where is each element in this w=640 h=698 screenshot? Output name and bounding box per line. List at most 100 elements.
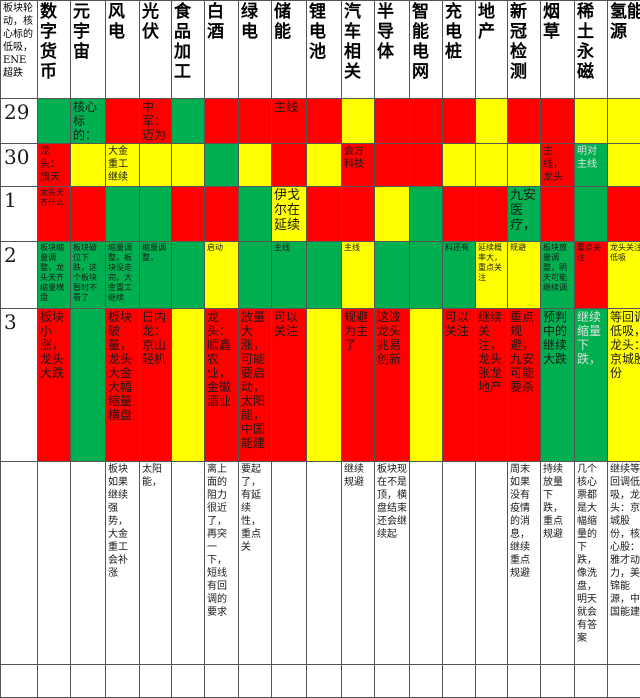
table-cell — [575, 665, 608, 698]
table-cell — [375, 144, 410, 187]
sector-header: 汽车相关 — [342, 1, 375, 99]
table-cell — [476, 187, 508, 242]
table-cell: 板块现在不是顶，横盘结束还会继续起 — [375, 462, 410, 665]
table-cell — [410, 144, 443, 187]
sector-header: 新冠检测 — [508, 1, 541, 99]
table-row: 29 核心标的： 中军：迈为 主线 — [1, 99, 640, 144]
table-cell — [205, 187, 239, 242]
table-cell — [608, 665, 640, 698]
table-cell: 继续规避 — [342, 462, 375, 665]
table-cell: 放量大涨，可能要启动，太阳能，中国能建 — [239, 309, 272, 462]
table-cell — [307, 462, 342, 665]
sector-header: 半导体 — [375, 1, 410, 99]
table-cell: 龙头：顺鑫农业，金徽酒业 — [205, 309, 239, 462]
sector-header: 风电 — [106, 1, 140, 99]
table-cell: 规避为主了 — [342, 309, 375, 462]
table-cell: 大金重工继续 — [106, 144, 140, 187]
table-cell: 主线 — [342, 242, 375, 309]
table-cell — [272, 144, 307, 187]
sector-header: 氢能源 — [608, 1, 640, 99]
table-cell — [172, 144, 205, 187]
table-cell: 这波龙头兆易创新 — [375, 309, 410, 462]
table-cell — [71, 665, 106, 698]
table-cell: 龙头天齐什么 — [38, 187, 71, 242]
table-cell — [307, 309, 342, 462]
table-cell — [342, 99, 375, 144]
table-cell — [410, 187, 443, 242]
table-cell — [443, 144, 476, 187]
table-cell — [342, 665, 375, 698]
table-cell: 重点规避，九安可能要杀 — [508, 309, 541, 462]
table-cell — [608, 187, 640, 242]
table-cell: 等回调低吸，龙头：京城股份 — [608, 309, 640, 462]
table-cell — [71, 187, 106, 242]
table-cell: 板块如果继续强势，大金重工会补涨 — [106, 462, 140, 665]
table-cell — [38, 99, 71, 144]
table-cell: 九安医疗， — [508, 187, 541, 242]
table-cell — [172, 242, 205, 309]
table-cell: 板块放量调整，明天可能继续调 — [541, 242, 575, 309]
table-cell — [307, 187, 342, 242]
table-cell: 主线 — [272, 242, 307, 309]
table-cell: 核心标的： — [71, 99, 106, 144]
row-date-label — [1, 462, 38, 665]
table-cell: 预判中的继续大跌 — [541, 309, 575, 462]
table-cell — [410, 242, 443, 309]
sector-header: 智能电网 — [410, 1, 443, 99]
table-cell: 继续关注，龙头张龙地产 — [476, 309, 508, 462]
sector-header: 元宇宙 — [71, 1, 106, 99]
table-cell: 板块破量，龙头大金大幅缩量横盘 — [106, 309, 140, 462]
table-row: 板块如果继续强势，大金重工会补涨太阳能， 离上面的阻力很近了，再突一下，短线有回调… — [1, 462, 640, 665]
table-cell — [38, 665, 71, 698]
table-cell — [476, 144, 508, 187]
table-cell — [71, 309, 106, 462]
table-cell — [239, 144, 272, 187]
table-cell: 离上面的阻力很近了，再突一下，短线有回调的要求 — [205, 462, 239, 665]
table-cell: 启动 — [205, 242, 239, 309]
row-date-label: 29 — [1, 99, 38, 144]
table-cell — [410, 309, 443, 462]
table-cell — [140, 665, 172, 698]
table-cell — [342, 187, 375, 242]
sector-header: 地产 — [476, 1, 508, 99]
table-cell — [205, 99, 239, 144]
sector-header: 白酒 — [205, 1, 239, 99]
table-cell — [307, 665, 342, 698]
table-cell: 中军：迈为 — [140, 99, 172, 144]
sector-header: 烟草 — [541, 1, 575, 99]
row-date-label: 3 — [1, 309, 38, 462]
table-cell: 规避 — [508, 242, 541, 309]
table-cell: 龙头：旗天 — [38, 144, 71, 187]
table-cell — [272, 462, 307, 665]
table-cell — [410, 462, 443, 665]
table-cell — [38, 462, 71, 665]
table-cell: 可以关注 — [272, 309, 307, 462]
table-cell — [307, 144, 342, 187]
table-cell: 龙头关注低吸 — [608, 242, 640, 309]
table-cell: 会方科技 — [342, 144, 375, 187]
table-cell — [272, 665, 307, 698]
table-cell — [140, 187, 172, 242]
table-cell — [541, 187, 575, 242]
table-cell: 延续概率大，重点关注 — [476, 242, 508, 309]
table-cell: 主线 — [272, 99, 307, 144]
sector-header: 充电桩 — [443, 1, 476, 99]
sector-header: 绿电 — [239, 1, 272, 99]
table-cell — [508, 99, 541, 144]
table-cell — [140, 144, 172, 187]
table-cell: 继续缩量下跌， — [575, 309, 608, 462]
sector-header: 储能 — [272, 1, 307, 99]
table-cell — [443, 99, 476, 144]
table-cell — [410, 665, 443, 698]
table-cell — [443, 665, 476, 698]
table-cell — [307, 242, 342, 309]
table-cell — [106, 187, 140, 242]
row-date-label: 30 — [1, 144, 38, 187]
table-cell — [71, 462, 106, 665]
corner-note: 板块轮动，核心标的低吸，ENE超跌 — [1, 1, 38, 99]
table-cell: 太阳能， — [140, 462, 172, 665]
sector-header: 稀土永磁 — [575, 1, 608, 99]
table-cell — [239, 187, 272, 242]
table-cell — [541, 665, 575, 698]
